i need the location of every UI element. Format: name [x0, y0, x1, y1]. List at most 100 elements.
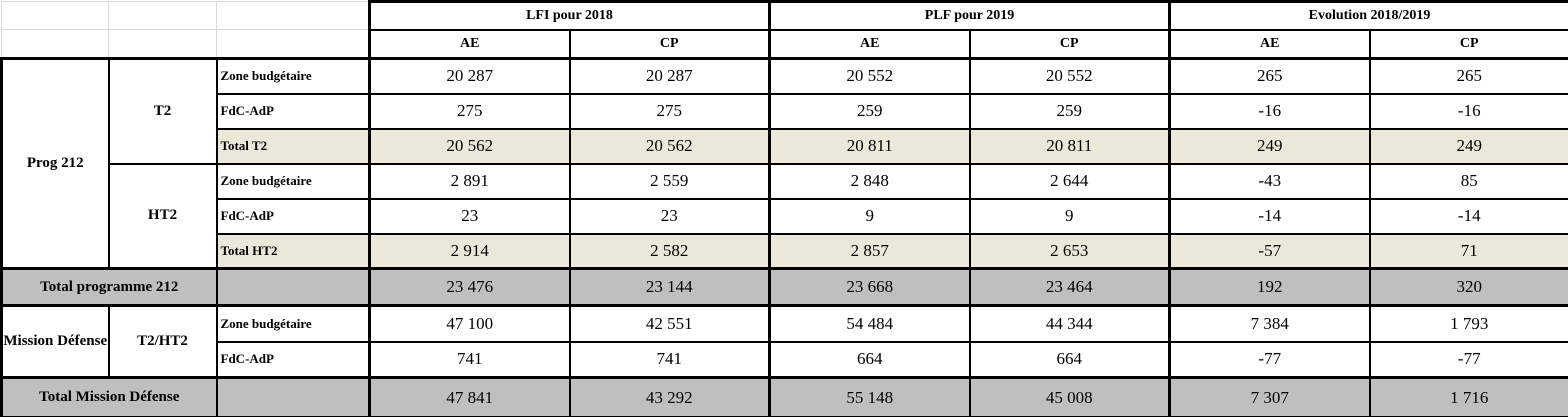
row-label: FdC-AdP — [215, 197, 371, 235]
value-cell: 55 148 — [768, 376, 971, 417]
value-cell: 23 — [368, 197, 571, 235]
header-spacer-cell — [1, 29, 109, 59]
value-cell: 265 — [1168, 57, 1371, 95]
value-cell: 275 — [368, 92, 571, 130]
value-cell: 23 — [568, 197, 771, 235]
value-cell: 7 307 — [1168, 376, 1371, 417]
row-t2-zone-budgetaire: Prog 212 T2 Zone budgétaire 20 287 20 28… — [0, 57, 1568, 270]
value-cell: 20 552 — [768, 57, 971, 95]
column-header-lfi-cp: CP — [568, 28, 771, 60]
row-label: Zone budgétaire — [215, 304, 371, 343]
value-cell: 741 — [368, 340, 571, 379]
row-label: FdC-AdP — [215, 92, 371, 130]
value-cell: -16 — [1168, 92, 1371, 130]
value-cell: 20 287 — [568, 57, 771, 95]
value-cell: 664 — [968, 340, 1171, 379]
row-label: Zone budgétaire — [215, 162, 371, 200]
value-cell: 20 562 — [368, 127, 571, 165]
column-header-plf-ae: AE — [768, 28, 971, 60]
value-cell: 259 — [968, 92, 1171, 130]
value-cell: 47 100 — [368, 304, 571, 343]
value-cell: 9 — [768, 197, 971, 235]
value-cell: 23 476 — [368, 267, 571, 307]
header-spacer-cell — [1, 1, 109, 30]
value-cell: 320 — [1368, 267, 1568, 307]
row-label: Zone budgétaire — [215, 57, 371, 95]
rowgroup-t2-ht2: T2/HT2 — [107, 304, 218, 379]
empty-cell — [215, 267, 371, 307]
value-cell: -77 — [1368, 340, 1568, 379]
header-spacer-cell — [108, 1, 217, 30]
rowgroup-t2: T2 — [107, 57, 218, 165]
value-cell: 7 384 — [1168, 304, 1371, 343]
value-cell: -77 — [1168, 340, 1371, 379]
value-cell: -43 — [1168, 162, 1371, 200]
value-cell: 20 811 — [768, 127, 971, 165]
empty-cell — [215, 376, 371, 417]
value-cell: 2 582 — [568, 232, 771, 270]
row-total-ht2: Total HT2 2 914 2 582 2 857 2 653 -57 71 — [2, 232, 1568, 270]
value-cell: 23 144 — [568, 267, 771, 307]
value-cell: 192 — [1168, 267, 1371, 307]
value-cell: 44 344 — [968, 304, 1171, 343]
value-cell: 1 716 — [1368, 376, 1568, 417]
value-cell: 265 — [1368, 57, 1568, 95]
row-ht2-zone-budgetaire: HT2 Zone budgétaire 2 891 2 559 2 848 2 … — [2, 162, 1568, 270]
value-cell: 23 668 — [768, 267, 971, 307]
row-total-programme-212: Total programme 212 23 476 23 144 23 668… — [0, 267, 1568, 307]
row-label: Total T2 — [215, 127, 371, 165]
value-cell: -16 — [1368, 92, 1568, 130]
value-cell: 2 848 — [768, 162, 971, 200]
rowgroup-ht2: HT2 — [107, 162, 218, 270]
value-cell: 20 811 — [968, 127, 1171, 165]
column-header-evo-ae: AE — [1168, 28, 1371, 60]
header-subcolumn-row: AE CP AE CP AE CP — [1, 28, 1568, 60]
rowgroup-mission-defense: Mission Défense — [0, 304, 110, 379]
value-cell: 43 292 — [568, 376, 771, 417]
value-cell: 20 552 — [968, 57, 1171, 95]
value-cell: 275 — [568, 92, 771, 130]
value-cell: 2 644 — [968, 162, 1171, 200]
value-cell: 2 891 — [368, 162, 571, 200]
column-group-evolution: Evolution 2018/2019 — [1168, 0, 1568, 31]
value-cell: 42 551 — [568, 304, 771, 343]
row-total-mission-defense: Total Mission Défense 47 841 43 292 55 1… — [0, 376, 1568, 417]
value-cell: 249 — [1368, 127, 1568, 165]
header-spacer-cell — [216, 29, 370, 59]
value-cell: 2 857 — [768, 232, 971, 270]
value-cell: -14 — [1168, 197, 1371, 235]
value-cell: 741 — [568, 340, 771, 379]
value-cell: 664 — [768, 340, 971, 379]
value-cell: -14 — [1368, 197, 1568, 235]
row-t2-fdc-adp: FdC-AdP 275 275 259 259 -16 -16 — [2, 92, 1568, 130]
value-cell: 45 008 — [968, 376, 1171, 417]
column-header-evo-cp: CP — [1368, 28, 1568, 60]
value-cell: 249 — [1168, 127, 1371, 165]
rowgroup-prog-212: Prog 212 — [0, 57, 110, 270]
value-cell: 23 464 — [968, 267, 1171, 307]
header-spacer-cell — [108, 29, 217, 59]
row-label: Total HT2 — [215, 232, 371, 270]
header-group-row: LFI pour 2018 PLF pour 2019 Evolution 20… — [1, 0, 1568, 31]
value-cell: 1 793 — [1368, 304, 1568, 343]
value-cell: 2 914 — [368, 232, 571, 270]
column-header-lfi-ae: AE — [368, 28, 571, 60]
row-label: FdC-AdP — [215, 340, 371, 379]
row-total-t2: Total T2 20 562 20 562 20 811 20 811 249… — [2, 127, 1568, 165]
column-group-lfi-2018: LFI pour 2018 — [368, 0, 771, 31]
value-cell: 20 287 — [368, 57, 571, 95]
total-row-label: Total programme 212 — [0, 267, 218, 307]
value-cell: 47 841 — [368, 376, 571, 417]
total-row-label: Total Mission Défense — [0, 376, 218, 417]
row-mission-zone-budgetaire: Mission Défense T2/HT2 Zone budgétaire 4… — [0, 304, 1568, 379]
value-cell: 2 653 — [968, 232, 1171, 270]
value-cell: 2 559 — [568, 162, 771, 200]
row-mission-fdc-adp: FdC-AdP 741 741 664 664 -77 -77 — [2, 340, 1568, 379]
column-group-plf-2019: PLF pour 2019 — [768, 0, 1171, 31]
value-cell: 85 — [1368, 162, 1568, 200]
value-cell: 71 — [1368, 232, 1568, 270]
column-header-plf-cp: CP — [968, 28, 1171, 60]
value-cell: 54 484 — [768, 304, 971, 343]
